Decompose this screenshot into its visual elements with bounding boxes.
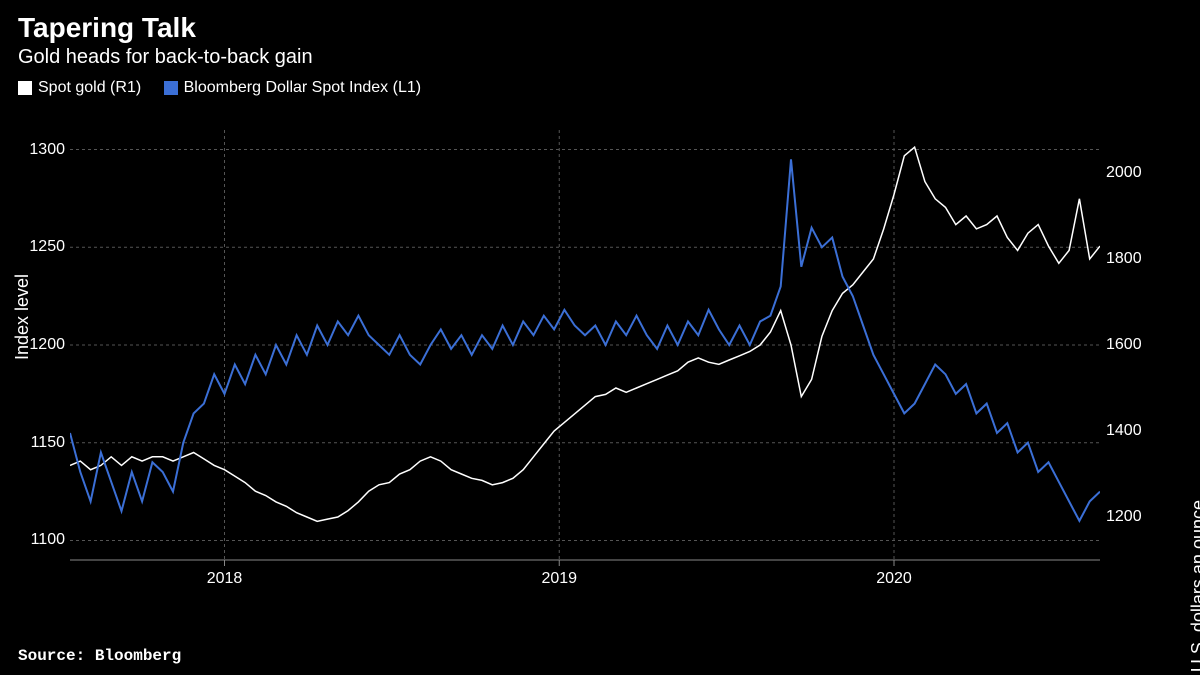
legend-swatch-dollar	[164, 81, 178, 95]
right-tick-1400: 1400	[1106, 422, 1156, 440]
chart-subtitle: Gold heads for back-to-back gain	[0, 44, 1200, 69]
right-tick-1600: 1600	[1106, 336, 1156, 354]
left-tick-1250: 1250	[15, 238, 65, 256]
left-tick-1300: 1300	[15, 141, 65, 159]
source-line: Source: Bloomberg	[18, 647, 181, 665]
legend-swatch-gold	[18, 81, 32, 95]
legend-item-dollar: Bloomberg Dollar Spot Index (L1)	[164, 79, 421, 97]
legend: Spot gold (R1) Bloomberg Dollar Spot Ind…	[0, 69, 1200, 100]
chart-title: Tapering Talk	[0, 0, 1200, 44]
legend-label-gold: Spot gold (R1)	[38, 79, 141, 97]
x-tick-2020: 2020	[876, 570, 912, 588]
left-tick-1200: 1200	[15, 336, 65, 354]
left-tick-1150: 1150	[15, 434, 65, 452]
x-tick-2018: 2018	[207, 570, 243, 588]
right-tick-1800: 1800	[1106, 250, 1156, 268]
right-tick-2000: 2000	[1106, 164, 1156, 182]
legend-item-gold: Spot gold (R1)	[18, 79, 141, 97]
chart-container: Tapering Talk Gold heads for back-to-bac…	[0, 0, 1200, 675]
plot-area	[70, 120, 1100, 600]
chart-svg	[70, 120, 1100, 600]
right-axis-label: U.S. dollars an ounce	[1188, 500, 1200, 672]
legend-label-dollar: Bloomberg Dollar Spot Index (L1)	[184, 79, 421, 97]
right-tick-1200: 1200	[1106, 508, 1156, 526]
x-tick-2019: 2019	[541, 570, 577, 588]
left-tick-1100: 1100	[15, 531, 65, 549]
